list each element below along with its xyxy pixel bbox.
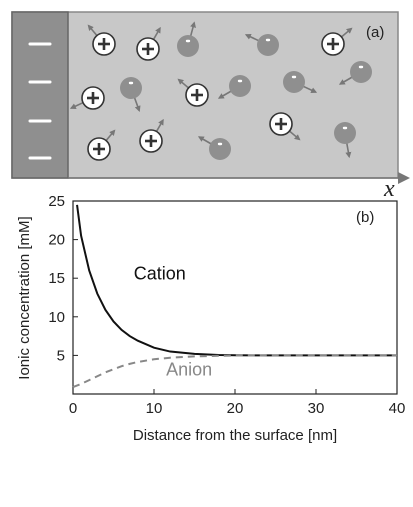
velocity-arrow [345,141,352,159]
cation-3 [321,27,353,56]
anion-16 [334,122,356,159]
charged-surface-wall [11,11,69,179]
cation-1 [87,24,116,56]
y-tick-label: 5 [57,347,65,364]
series-label-anion: Anion [166,359,212,379]
anion-circle [257,34,279,56]
anion-circle [120,77,142,99]
velocity-arrow [217,89,233,99]
y-axis-title: Ionic concentration [mM] [16,216,33,379]
anion-14 [338,61,372,85]
cation-2 [136,26,161,61]
y-tick-label: 10 [48,309,65,326]
anion-10 [244,34,279,56]
x-tick-label: 10 [146,400,163,417]
panel-a-label: (a) [366,24,384,41]
cation-8 [139,118,164,153]
velocity-arrow [197,136,213,146]
plot-frame [72,200,398,395]
x-ticks: 0 10 20 30 40 [69,389,406,417]
cation-4 [69,86,105,110]
x-axis-title: Distance from the surface [nm] [133,427,337,444]
velocity-arrow [338,75,354,85]
cation-6 [269,112,301,141]
x-tick-label: 20 [227,400,244,417]
series-cation-line [76,204,397,357]
anion-13 [283,71,318,93]
anion-15 [197,136,231,160]
ions [69,21,372,161]
velocity-arrow [301,85,318,93]
anion-circle [350,61,372,83]
series-label-cation: Cation [134,264,186,284]
x-axis-arrowhead [398,172,410,184]
y-ticks: 5 10 15 20 25 [48,193,78,364]
anion-circle [177,35,199,57]
panel-a-schematic: (a) x [11,11,410,202]
velocity-arrow [189,21,196,38]
surface-charges [28,42,52,160]
x-tick-label: 40 [389,400,406,417]
panel-b-chart: 0 10 20 30 40 5 10 15 20 25 Cation Anion (b) Dist… [16,193,405,444]
y-tick-label: 15 [48,270,65,287]
series-lines [72,204,397,388]
anion-circle [209,138,231,160]
anion-circle [229,75,251,97]
cation-5 [177,78,209,107]
velocity-arrow [244,34,261,42]
anion-12 [217,75,251,99]
x-axis-symbol: x [383,176,395,202]
x-tick-label: 0 [69,400,77,417]
cation-7 [87,129,116,161]
series-annotations: Cation Anion [134,264,212,380]
anion-11 [120,77,142,112]
y-tick-label: 20 [48,232,65,249]
anion-circle [283,71,305,93]
series-anion-line [72,354,397,388]
x-tick-label: 30 [308,400,325,417]
panel-b-label: (b) [356,209,374,226]
anion-circle [334,122,356,144]
anion-9 [177,21,199,57]
velocity-arrow [133,96,141,112]
y-tick-label: 25 [48,193,65,210]
